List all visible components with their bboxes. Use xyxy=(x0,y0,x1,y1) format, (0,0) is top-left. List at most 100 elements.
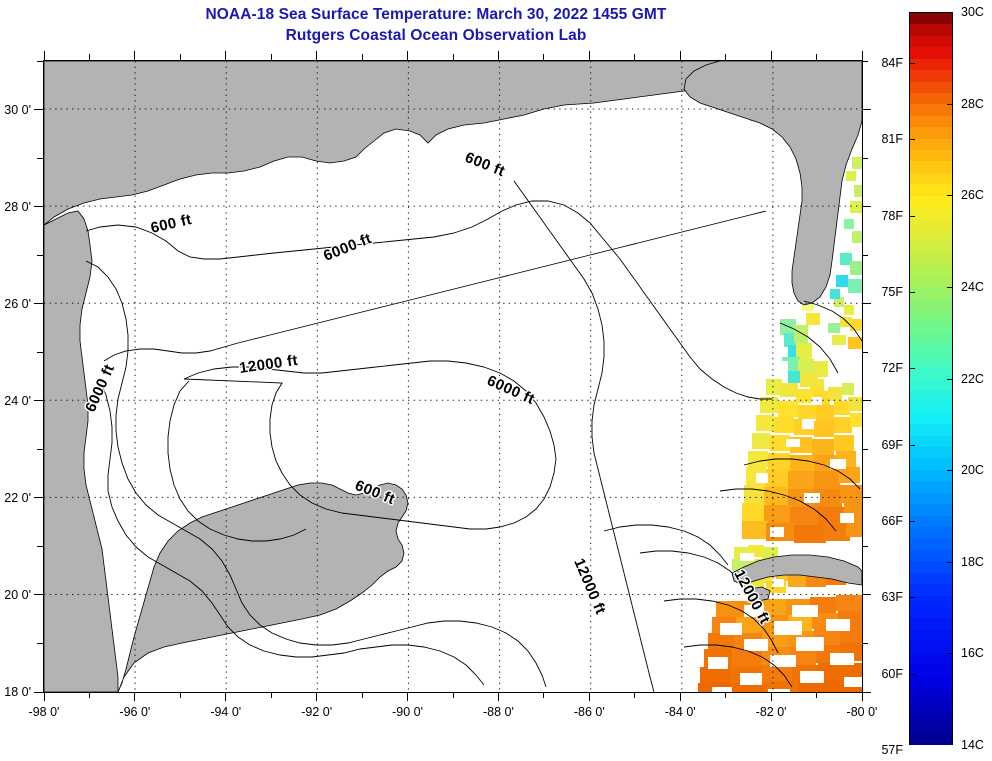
contour-label-6000ft-e: 6000 ft xyxy=(484,372,537,408)
colorbar-label-fahrenheit: 81F xyxy=(881,132,903,147)
colorbar-tick-celsius xyxy=(947,286,953,288)
colorbar-band xyxy=(910,47,952,60)
colorbar-band xyxy=(910,561,952,574)
y-axis-right-minor-tick xyxy=(862,545,868,547)
colorbar-band xyxy=(910,435,952,448)
y-axis-minor-tick xyxy=(37,642,43,644)
colorbar-band xyxy=(910,275,952,288)
contour-label-600ft-nw: 600 ft xyxy=(149,211,193,237)
y-axis-tick xyxy=(34,497,43,499)
x-axis-tick xyxy=(316,692,318,701)
x-axis-minor-tick xyxy=(816,692,818,698)
x-axis-label: -92 0' xyxy=(301,705,333,719)
colorbar-band xyxy=(910,218,952,231)
x-axis-minor-tick xyxy=(543,692,545,698)
colorbar-band xyxy=(910,698,952,711)
x-axis-label: -94 0' xyxy=(210,705,242,719)
colorbar-band xyxy=(910,538,952,551)
colorbar-band xyxy=(910,161,952,174)
colorbar-band xyxy=(910,230,952,243)
colorbar-tick-celsius xyxy=(947,470,953,472)
x-axis-top-tick xyxy=(497,51,499,60)
y-axis-right-tick xyxy=(862,400,871,402)
y-axis-minor-tick xyxy=(37,254,43,256)
y-axis-right-tick xyxy=(862,497,871,499)
colorbar-band xyxy=(910,618,952,631)
colorbar-label-fahrenheit: 66F xyxy=(881,514,903,529)
x-axis-top-minor-tick xyxy=(543,54,545,60)
y-axis-right-tick xyxy=(862,691,871,693)
colorbar-label-celsius: 30C xyxy=(961,5,984,19)
map-graphic: 600 ft 600 ft 6000 ft 6000 ft 6000 ft 12… xyxy=(44,61,862,692)
colorbar-band xyxy=(910,150,952,163)
colorbar-band xyxy=(910,184,952,197)
colorbar-label-fahrenheit: 84F xyxy=(881,55,903,70)
contour-label-600ft-ne: 600 ft xyxy=(463,149,508,180)
colorbar-band xyxy=(910,115,952,128)
map-plot-area: 600 ft 600 ft 6000 ft 6000 ft 6000 ft 12… xyxy=(43,60,863,693)
colorbar-band xyxy=(910,504,952,517)
x-axis-top-minor-tick xyxy=(361,54,363,60)
colorbar-band xyxy=(910,70,952,83)
title-line-1: NOAA-18 Sea Surface Temperature: March 3… xyxy=(205,6,667,23)
colorbar-label-celsius: 26C xyxy=(961,188,984,203)
colorbar-label-fahrenheit: 60F xyxy=(881,666,903,681)
colorbar-band xyxy=(910,424,952,437)
colorbar-band xyxy=(910,641,952,654)
colorbar-band xyxy=(910,492,952,505)
colorbar-band xyxy=(910,378,952,391)
colorbar-band xyxy=(910,207,952,220)
colorbar-band xyxy=(910,515,952,528)
colorbar-label-celsius: 28C xyxy=(961,96,984,111)
colorbar-label-celsius: 18C xyxy=(961,554,984,569)
y-axis-right-minor-tick xyxy=(862,157,868,159)
x-axis-tick xyxy=(407,692,409,701)
colorbar-band xyxy=(910,332,952,345)
colorbar-label-fahrenheit: 75F xyxy=(881,284,903,299)
x-axis-label: -80 0' xyxy=(846,705,878,719)
y-axis-label: 24 0' xyxy=(4,393,31,408)
colorbar-tick-celsius xyxy=(947,653,953,655)
colorbar-band xyxy=(910,195,952,208)
x-axis-tick xyxy=(43,692,45,701)
colorbar-band xyxy=(910,81,952,94)
colorbar-tick-celsius xyxy=(947,561,953,563)
y-axis-right-tick xyxy=(862,303,871,305)
x-axis-top-minor-tick xyxy=(88,54,90,60)
x-axis-top-tick xyxy=(43,51,45,60)
x-axis-top-minor-tick xyxy=(816,54,818,60)
y-axis-minor-tick xyxy=(37,545,43,547)
grid-lines xyxy=(44,61,862,692)
x-axis-minor-tick xyxy=(725,692,727,698)
x-axis-tick xyxy=(497,692,499,701)
contour-label-12000ft-c: 12000 ft xyxy=(238,352,299,377)
y-axis-minor-tick xyxy=(37,157,43,159)
x-axis-top-tick xyxy=(316,51,318,60)
colorbar-band xyxy=(910,127,952,140)
colorbar-label-fahrenheit: 72F xyxy=(881,361,903,376)
colorbar-band xyxy=(910,549,952,562)
colorbar-band xyxy=(910,481,952,494)
colorbar-band xyxy=(910,172,952,185)
colorbar-band xyxy=(910,686,952,699)
colorbar-tick-fahrenheit xyxy=(909,444,915,446)
colorbar-band xyxy=(910,412,952,425)
colorbar-label-celsius: 20C xyxy=(961,463,984,478)
x-axis-label: -88 0' xyxy=(482,705,514,719)
colorbar-band xyxy=(910,344,952,357)
x-axis-label: -90 0' xyxy=(392,705,423,719)
y-axis-right-minor-tick xyxy=(862,642,868,644)
colorbar-band xyxy=(910,469,952,482)
colorbar-band xyxy=(910,606,952,619)
x-axis-top-tick xyxy=(861,51,863,60)
contour-label-6000ft-n: 6000 ft xyxy=(321,230,374,265)
x-axis-minor-tick xyxy=(634,692,636,698)
colorbar-band xyxy=(910,709,952,722)
colorbar-label-celsius: 16C xyxy=(961,646,984,661)
colorbar-tick-celsius xyxy=(947,103,953,105)
x-axis-tick xyxy=(134,692,136,701)
x-axis-top-tick xyxy=(679,51,681,60)
contour-label-12000ft-se: 12000 ft xyxy=(570,556,609,617)
x-axis-tick xyxy=(225,692,227,701)
colorbar-band xyxy=(910,401,952,414)
